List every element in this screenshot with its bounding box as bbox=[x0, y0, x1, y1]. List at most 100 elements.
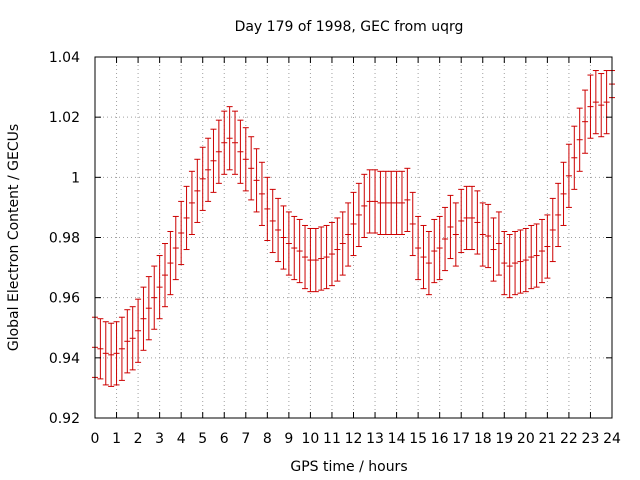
x-tick-label: 17 bbox=[452, 431, 470, 447]
x-tick-label: 7 bbox=[241, 431, 250, 447]
error-bar-point bbox=[108, 322, 115, 387]
y-tick-label: 1.04 bbox=[49, 50, 80, 66]
x-tick-label: 10 bbox=[302, 431, 320, 447]
error-bar-point bbox=[258, 161, 265, 226]
error-bar-point bbox=[479, 202, 486, 267]
error-bar-point bbox=[210, 128, 217, 193]
error-bar-point bbox=[501, 230, 508, 296]
error-bar-point bbox=[565, 143, 572, 208]
error-bar-point bbox=[544, 214, 551, 279]
error-bar-point bbox=[221, 110, 228, 175]
error-bar-point bbox=[167, 230, 174, 296]
error-bar-point bbox=[393, 170, 400, 235]
error-bar-point bbox=[253, 148, 260, 213]
error-bar-point bbox=[237, 119, 244, 184]
x-tick-label: 15 bbox=[409, 431, 427, 447]
x-tick-label: 18 bbox=[474, 431, 492, 447]
error-bar-point bbox=[199, 146, 206, 211]
error-bar-point bbox=[506, 233, 513, 299]
error-bar-point bbox=[603, 70, 610, 135]
error-bar-point bbox=[404, 167, 411, 232]
error-bar-point bbox=[436, 215, 443, 281]
error-bar-point bbox=[205, 137, 212, 202]
x-tick-label: 3 bbox=[155, 431, 164, 447]
x-tick-label: 13 bbox=[366, 431, 384, 447]
error-bar-point bbox=[355, 182, 362, 248]
x-tick-label: 19 bbox=[495, 431, 513, 447]
error-bar-point bbox=[598, 73, 605, 138]
error-bar-point bbox=[398, 170, 405, 235]
error-bar-point bbox=[490, 217, 497, 282]
error-bar-point bbox=[97, 318, 104, 380]
x-tick-label: 22 bbox=[560, 431, 578, 447]
error-bar-point bbox=[549, 197, 556, 263]
error-bar-point bbox=[517, 229, 524, 294]
error-bar-point bbox=[522, 227, 529, 293]
error-bar-point bbox=[361, 173, 368, 238]
x-tick-label: 23 bbox=[582, 431, 600, 447]
x-tick-label: 9 bbox=[284, 431, 293, 447]
error-bar-point bbox=[528, 224, 535, 290]
error-bar-point bbox=[242, 127, 249, 192]
error-bar-point bbox=[587, 74, 594, 139]
error-bar-point bbox=[382, 170, 389, 235]
error-bar-point bbox=[420, 224, 427, 290]
error-bar-point bbox=[468, 185, 475, 251]
error-bar-point bbox=[372, 169, 379, 234]
error-bar-point bbox=[431, 218, 438, 284]
x-tick-label: 11 bbox=[323, 431, 341, 447]
error-bar-point bbox=[538, 218, 545, 284]
chart-title: Day 179 of 1998, GEC from uqrg bbox=[235, 19, 464, 35]
error-bar-point bbox=[226, 106, 233, 171]
error-bar-point bbox=[269, 188, 276, 254]
error-bar-point bbox=[560, 161, 567, 226]
error-bar-point bbox=[280, 205, 287, 270]
x-tick-label: 6 bbox=[220, 431, 229, 447]
error-bar-point bbox=[178, 200, 185, 266]
error-bar-point bbox=[296, 218, 303, 284]
error-bar-point bbox=[452, 202, 459, 267]
x-tick-label: 14 bbox=[388, 431, 406, 447]
x-tick-label: 5 bbox=[198, 431, 207, 447]
error-bar-point bbox=[145, 276, 152, 341]
y-tick-label: 1.02 bbox=[49, 110, 80, 126]
error-bar-point bbox=[102, 321, 109, 386]
error-bar-point bbox=[339, 211, 346, 276]
x-tick-label: 24 bbox=[603, 431, 621, 447]
y-tick-label: 0.96 bbox=[49, 291, 80, 307]
x-tick-label: 2 bbox=[134, 431, 143, 447]
error-bar-point bbox=[140, 286, 147, 351]
error-bar-point bbox=[118, 316, 125, 381]
error-bar-point bbox=[366, 169, 373, 234]
error-bar-point bbox=[555, 182, 562, 248]
error-bar-point bbox=[307, 227, 314, 293]
error-bar-point bbox=[312, 227, 319, 293]
error-bar-point bbox=[113, 321, 120, 386]
error-bar-point bbox=[350, 191, 357, 257]
x-tick-label: 20 bbox=[517, 431, 535, 447]
series-gec bbox=[92, 70, 615, 387]
x-tick-label: 0 bbox=[91, 431, 100, 447]
error-bar-point bbox=[172, 215, 179, 281]
error-bar-point bbox=[194, 158, 201, 223]
error-bar-point bbox=[512, 230, 519, 296]
error-bar-point bbox=[215, 119, 222, 184]
error-bar-point bbox=[188, 170, 195, 235]
x-tick-label: 12 bbox=[345, 431, 363, 447]
error-bar-point bbox=[183, 185, 190, 251]
error-bar-point bbox=[377, 170, 384, 235]
y-tick-label: 0.94 bbox=[49, 351, 80, 367]
error-bar-point bbox=[485, 203, 492, 269]
error-bar-point bbox=[447, 194, 454, 260]
y-axis-label: Global Electron Content / GECUs bbox=[6, 124, 22, 351]
y-tick-label: 0.98 bbox=[49, 231, 80, 247]
error-bar-point bbox=[275, 197, 282, 263]
x-tick-label: 8 bbox=[263, 431, 272, 447]
error-bar-point bbox=[582, 89, 589, 154]
error-bar-point bbox=[248, 136, 255, 201]
error-bar-point bbox=[323, 224, 330, 290]
error-bar-point bbox=[334, 217, 341, 282]
y-tick-label: 0.92 bbox=[49, 411, 80, 427]
error-bar-point bbox=[409, 191, 416, 257]
x-tick-label: 4 bbox=[177, 431, 186, 447]
